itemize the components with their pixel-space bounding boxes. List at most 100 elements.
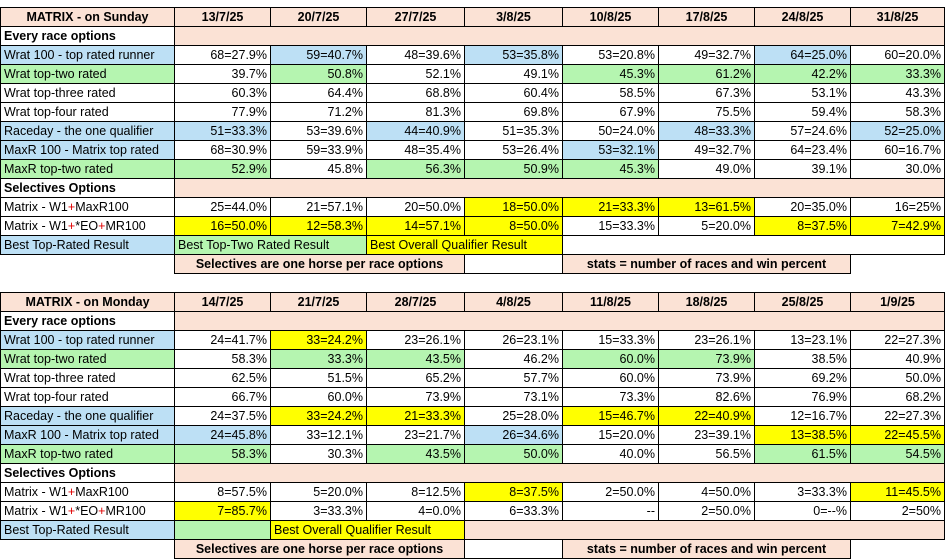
matrix-monday-table: MATRIX - on Monday 14/7/25 21/7/25 28/7/…: [0, 292, 945, 559]
table-row: Matrix - W1+MaxR100 25=44.0% 21=57.1% 20=50…: [0, 197, 945, 217]
value-cell: 33=24.2%: [270, 330, 367, 350]
value-cell: 82.6%: [658, 387, 755, 407]
value-cell: 22=45.5%: [850, 425, 945, 445]
value-cell: 15=33.3%: [562, 330, 659, 350]
value-cell: 40.9%: [850, 349, 945, 369]
label-part: Matrix - W1: [4, 200, 68, 214]
value-cell: 13=23.1%: [754, 330, 851, 350]
section-heading: Every race options: [0, 311, 175, 331]
value-cell: 73.9%: [366, 387, 465, 407]
value-cell: 50=24.0%: [562, 121, 659, 141]
row-label: Wrat 100 - top rated runner: [0, 45, 175, 65]
label-part: MR100: [105, 219, 146, 233]
value-cell: 60.0%: [562, 349, 659, 369]
value-cell: 33.3%: [850, 64, 945, 84]
date-header: 13/7/25: [174, 7, 271, 27]
table-row: MaxR top-two rated 58.3% 30.3% 43.5% 50.0% 40…: [0, 444, 945, 464]
value-cell: 67.3%: [658, 83, 755, 103]
value-cell: 39.7%: [174, 64, 271, 84]
value-cell: 13=61.5%: [658, 197, 755, 217]
row-label: MaxR 100 - Matrix top rated: [0, 425, 175, 445]
date-header: 18/8/25: [658, 292, 755, 312]
row-label: Matrix - W1+MaxR100: [0, 482, 175, 502]
value-cell: 56.5%: [658, 444, 755, 464]
value-cell: 68.8%: [366, 83, 465, 103]
value-cell: 69.8%: [464, 102, 563, 122]
row-label: Matrix - W1+*EO+MR100: [0, 216, 175, 236]
table-row: MaxR 100 - Matrix top rated 68=30.9% 59=33…: [0, 140, 945, 160]
legend-best-overall: Best Overall Qualifier Result: [366, 235, 563, 255]
section-filler: [174, 178, 945, 198]
value-cell: 23=26.1%: [658, 330, 755, 350]
value-cell: 33.3%: [270, 349, 367, 369]
value-cell: 60.0%: [270, 387, 367, 407]
value-cell: 50.8%: [270, 64, 367, 84]
value-cell: 20=50.0%: [366, 197, 465, 217]
value-cell: 26=34.6%: [464, 425, 563, 445]
value-cell: 53=20.8%: [562, 45, 659, 65]
value-cell: 4=50.0%: [658, 482, 755, 502]
row-label: Raceday - the one qualifier: [0, 121, 175, 141]
value-cell: 43.5%: [366, 444, 465, 464]
value-cell: 30.3%: [270, 444, 367, 464]
value-cell: 44=40.9%: [366, 121, 465, 141]
value-cell: 59.4%: [754, 102, 851, 122]
value-cell: 11=45.5%: [850, 482, 945, 502]
table-row: Matrix - W1+*EO+MR100 16=50.0% 12=58.3% 14=…: [0, 216, 945, 236]
value-cell: 7=42.9%: [850, 216, 945, 236]
value-cell: 64=25.0%: [754, 45, 851, 65]
legend-best-top-two: [174, 520, 271, 540]
value-cell: 49=32.7%: [658, 45, 755, 65]
section-row: Every race options: [0, 26, 945, 46]
value-cell: 65.2%: [366, 368, 465, 388]
value-cell: 69.2%: [754, 368, 851, 388]
table-row: MaxR top-two rated 52.9% 45.8% 56.3% 50.9% 45…: [0, 159, 945, 179]
value-cell: 16=25%: [850, 197, 945, 217]
plus-sign: +: [67, 219, 76, 233]
value-cell: 8=50.0%: [464, 216, 563, 236]
legend-filler: [464, 520, 945, 540]
value-cell: 22=27.3%: [850, 330, 945, 350]
date-header: 31/8/25: [850, 7, 945, 27]
table-row: Matrix - W1+*EO+MR100 7=85.7% 3=33.3% 4=0.0…: [0, 501, 945, 521]
table-row: Wrat 100 - top rated runner 68=27.9% 59=40…: [0, 45, 945, 65]
date-header: 14/7/25: [174, 292, 271, 312]
table-row: Wrat top-four rated 77.9% 71.2% 81.3% 69.8% 6…: [0, 102, 945, 122]
note-stats: stats = number of races and win percent: [562, 539, 851, 559]
label-part: Matrix - W1: [4, 219, 68, 233]
section-heading: Selectives Options: [0, 178, 175, 198]
value-cell: 60.3%: [174, 83, 271, 103]
row-label: MaxR top-two rated: [0, 444, 175, 464]
date-header: 20/7/25: [270, 7, 367, 27]
legend-filler: [562, 235, 945, 255]
table-row: Wrat top-three rated 60.3% 64.4% 68.8% 60.4%…: [0, 83, 945, 103]
value-cell: 6=33.3%: [464, 501, 563, 521]
value-cell: 73.3%: [562, 387, 659, 407]
value-cell: 59=33.9%: [270, 140, 367, 160]
value-cell: 2=50.0%: [658, 501, 755, 521]
value-cell: 25=28.0%: [464, 406, 563, 426]
section-row: Every race options: [0, 311, 945, 331]
section-row: Selectives Options: [0, 463, 945, 483]
value-cell: 5=20.0%: [658, 216, 755, 236]
value-cell: 48=39.6%: [366, 45, 465, 65]
table-row: Matrix - W1+MaxR100 8=57.5% 5=20.0% 8=12.5%…: [0, 482, 945, 502]
value-cell: 12=58.3%: [270, 216, 367, 236]
date-header: 3/8/25: [464, 7, 563, 27]
value-cell: 61.2%: [658, 64, 755, 84]
value-cell: 60=16.7%: [850, 140, 945, 160]
label-part: MaxR100: [75, 485, 129, 499]
value-cell: 26=23.1%: [464, 330, 563, 350]
value-cell: 48=35.4%: [366, 140, 465, 160]
value-cell: 52.9%: [174, 159, 271, 179]
value-cell: 58.3%: [174, 349, 271, 369]
value-cell: 21=33.3%: [562, 197, 659, 217]
value-cell: 68.2%: [850, 387, 945, 407]
plus-sign: +: [67, 200, 76, 214]
value-cell: 24=41.7%: [174, 330, 271, 350]
note-selectives: Selectives are one horse per race option…: [174, 539, 465, 559]
plus-sign: +: [67, 485, 76, 499]
value-cell: 57.7%: [464, 368, 563, 388]
value-cell: 16=50.0%: [174, 216, 271, 236]
